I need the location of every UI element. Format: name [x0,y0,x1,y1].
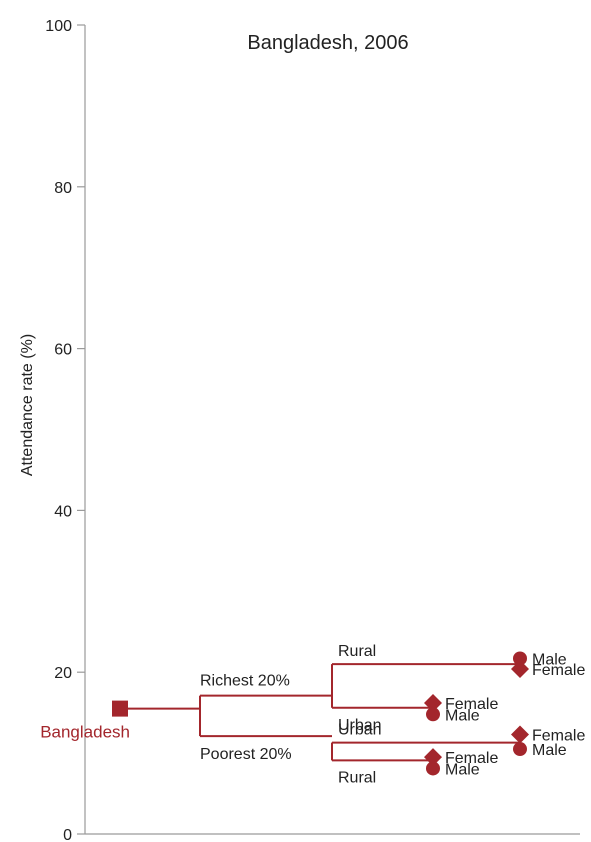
y-tick-label: 0 [63,827,72,842]
leaf-label: Female [532,727,585,744]
y-tick-label: 40 [54,503,72,520]
y-tick-label: 20 [54,665,72,682]
y-tick-label: 60 [54,342,72,359]
branch-label-l2: Urban [338,717,382,734]
branch-label-l2: Rural [338,769,376,786]
leaf-marker-circle [513,742,527,757]
leaf-label: Female [532,662,585,679]
y-axis-label: Attendance rate (%) [19,334,36,476]
branch-label-l2: Urban [338,722,382,739]
y-axis: 0 20 40 60 80 100 [45,18,86,842]
branch-label-l1: Poorest 20% [200,746,292,763]
leaf-label: Male [532,742,567,759]
leaf-label: Male [532,651,567,668]
chart-title: Bangladesh, 2006 [247,32,408,54]
root-label: Bangladesh [40,723,130,742]
leaf-marker-diamond [424,748,442,767]
leaf-marker-circle [426,707,440,722]
leaf-label: Male [445,707,480,724]
leaf-marker-diamond [424,693,442,712]
leaf-marker-circle [426,761,440,776]
y-tick-label: 80 [54,180,72,197]
branch-label-l1: Richest 20% [200,673,290,690]
leaf-label: Female [445,696,498,713]
leaf-marker-diamond [511,725,529,744]
leaf-label: Female [445,750,498,767]
y-tick-label: 100 [45,18,72,35]
leaf-label: Male [445,761,480,778]
y-ticks: 0 20 40 60 80 100 [45,18,85,842]
leaf-marker-circle [513,651,527,666]
branch-label-l2: Rural [338,643,376,660]
leaf-marker-diamond [511,659,529,678]
